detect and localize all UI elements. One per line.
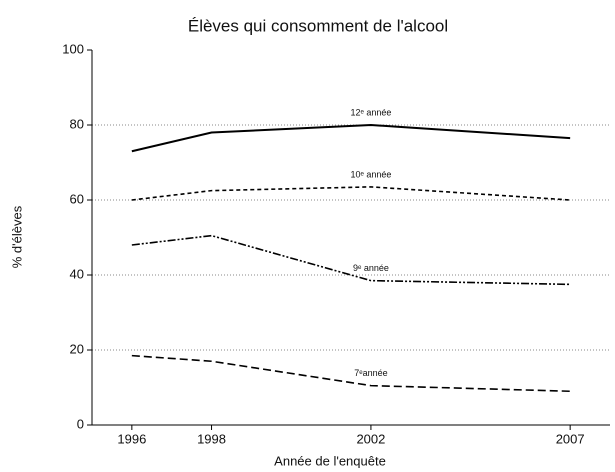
y-tick-label: 100	[62, 41, 84, 56]
y-axis-label: % d'élèves	[9, 205, 24, 268]
x-tick-label: 2002	[356, 431, 385, 446]
x-axis-label: Année de l'enquête	[274, 453, 386, 468]
y-tick-label: 40	[70, 266, 84, 281]
x-tick-label: 1996	[117, 431, 146, 446]
series-label: 12ᵉ année	[350, 107, 391, 117]
series-label: 9ᵉ année	[353, 263, 389, 273]
y-tick-label: 60	[70, 191, 84, 206]
series-line	[131, 186, 571, 201]
series-line	[131, 234, 571, 286]
series-label: 10ᵉ année	[350, 169, 391, 179]
x-tick-label: 2007	[556, 431, 585, 446]
series-line	[131, 123, 571, 153]
y-tick-label: 20	[70, 341, 84, 356]
series-label: 7ᵉannée	[354, 368, 387, 378]
series-line	[131, 354, 571, 393]
y-tick-label: 80	[70, 116, 84, 131]
y-tick-label: 0	[77, 416, 84, 431]
chart-title: Élèves qui consomment de l'alcool	[188, 16, 448, 35]
x-tick-label: 1998	[197, 431, 226, 446]
